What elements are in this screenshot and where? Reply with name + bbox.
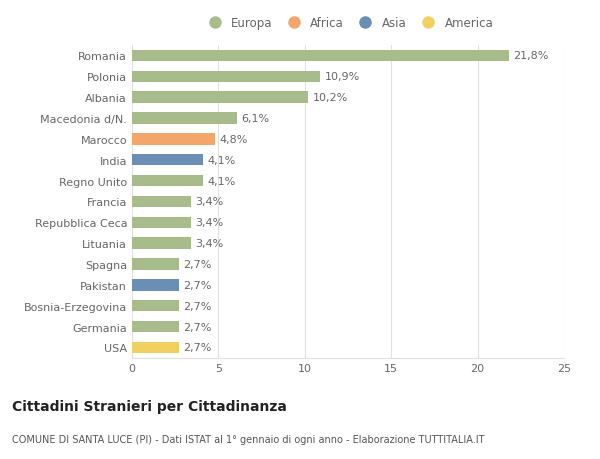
Text: 21,8%: 21,8% [513,51,548,62]
Text: 3,4%: 3,4% [195,239,223,249]
Text: 4,8%: 4,8% [219,134,248,145]
Text: 3,4%: 3,4% [195,197,223,207]
Text: 3,4%: 3,4% [195,218,223,228]
Bar [132,342,179,353]
Bar [132,300,179,312]
Text: Cittadini Stranieri per Cittadinanza: Cittadini Stranieri per Cittadinanza [12,399,287,413]
Text: 2,7%: 2,7% [183,301,211,311]
Bar [132,217,191,229]
Bar [132,155,203,166]
Text: 4,1%: 4,1% [207,155,235,165]
Text: 10,9%: 10,9% [325,72,360,82]
Bar [132,50,509,62]
Legend: Europa, Africa, Asia, America: Europa, Africa, Asia, America [199,14,497,34]
Bar [132,113,238,124]
Text: 2,7%: 2,7% [183,280,211,290]
Bar [132,175,203,187]
Text: 2,7%: 2,7% [183,259,211,269]
Text: 4,1%: 4,1% [207,176,235,186]
Bar [132,321,179,332]
Bar [132,196,191,207]
Bar [132,134,215,145]
Bar [132,238,191,249]
Bar [132,259,179,270]
Text: 6,1%: 6,1% [242,114,270,124]
Text: 10,2%: 10,2% [313,93,348,103]
Text: 2,7%: 2,7% [183,322,211,332]
Text: COMUNE DI SANTA LUCE (PI) - Dati ISTAT al 1° gennaio di ogni anno - Elaborazione: COMUNE DI SANTA LUCE (PI) - Dati ISTAT a… [12,434,485,444]
Bar [132,92,308,104]
Bar [132,72,320,83]
Bar [132,280,179,291]
Text: 2,7%: 2,7% [183,342,211,353]
